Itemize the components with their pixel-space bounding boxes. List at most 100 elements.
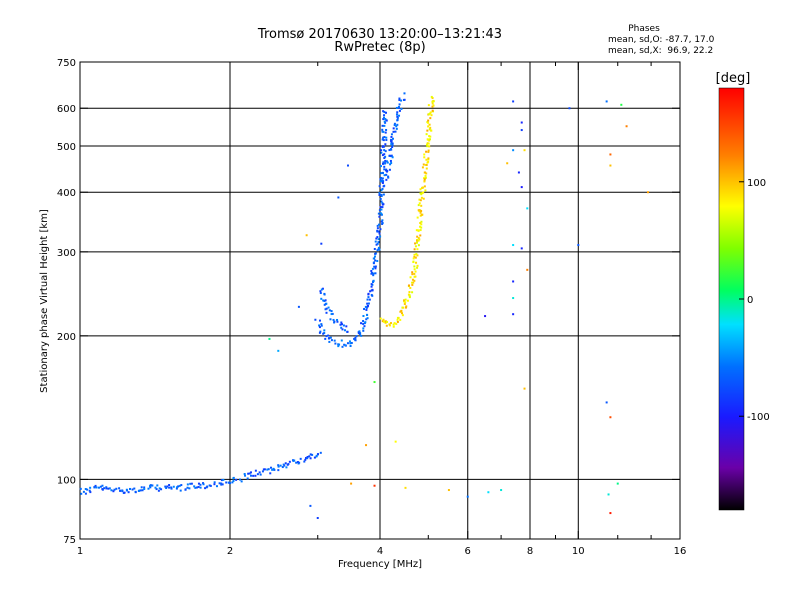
- trace-point: [374, 240, 377, 243]
- trace-point: [385, 119, 388, 122]
- trace-point: [213, 483, 216, 486]
- trace-point: [325, 307, 328, 310]
- echo-point: [609, 512, 612, 515]
- trace-point: [112, 490, 115, 493]
- trace-point: [388, 168, 391, 171]
- trace-point: [425, 167, 428, 170]
- trace-point: [320, 323, 323, 326]
- trace-point: [220, 479, 223, 482]
- trace-point: [366, 313, 369, 316]
- trace-point: [426, 138, 429, 141]
- trace-point: [158, 487, 161, 490]
- trace-point: [389, 159, 392, 162]
- trace-point: [320, 297, 323, 300]
- trace-point: [376, 236, 379, 239]
- trace-point: [388, 154, 391, 157]
- echo-point: [512, 149, 515, 152]
- trace-point: [320, 324, 323, 327]
- colorbar-tick-label: 100: [747, 178, 766, 189]
- trace-point: [378, 248, 381, 251]
- trace-point: [309, 453, 312, 456]
- trace-point: [411, 271, 414, 274]
- trace-point: [95, 486, 98, 489]
- trace-point: [360, 322, 363, 325]
- trace-point: [417, 209, 420, 212]
- trace-point: [384, 131, 387, 134]
- trace-point: [317, 453, 320, 456]
- trace-point: [337, 345, 340, 348]
- echo-point: [523, 149, 526, 152]
- trace-point: [325, 335, 328, 338]
- trace-point: [419, 225, 422, 228]
- trace-point: [138, 489, 141, 492]
- trace-point: [396, 111, 399, 114]
- echo-point: [320, 242, 323, 245]
- trace-point: [416, 264, 419, 267]
- trace-point: [420, 223, 423, 226]
- trace-point: [383, 162, 386, 165]
- trace-point: [415, 261, 418, 264]
- trace-point: [221, 483, 224, 486]
- trace-point: [376, 249, 379, 252]
- echo-point: [517, 171, 520, 174]
- trace-point: [392, 323, 395, 326]
- echo-point: [512, 280, 515, 283]
- trace-point: [376, 227, 379, 230]
- trace-point: [154, 486, 157, 489]
- trace-point: [411, 283, 414, 286]
- trace-point: [383, 165, 386, 168]
- trace-point: [133, 487, 136, 490]
- trace-point: [382, 139, 385, 142]
- trace-point: [432, 104, 435, 107]
- trace-point: [405, 305, 408, 308]
- trace-point: [372, 272, 375, 275]
- trace-point: [367, 292, 370, 295]
- x-tick-label: 6: [465, 546, 471, 557]
- x-tick-label: 16: [674, 546, 687, 557]
- trace-point: [319, 330, 322, 333]
- trace-point: [277, 465, 280, 468]
- trace-point: [176, 486, 179, 489]
- trace-point: [319, 290, 322, 293]
- trace-point: [362, 320, 365, 323]
- trace-point: [250, 474, 253, 477]
- trace-point: [431, 96, 434, 99]
- trace-point: [383, 156, 386, 159]
- trace-point: [269, 472, 272, 475]
- trace-point: [186, 483, 189, 486]
- trace-point: [244, 474, 247, 477]
- trace-point: [419, 188, 422, 191]
- trace-point: [382, 116, 385, 119]
- trace-point: [382, 180, 385, 183]
- trace-point: [399, 318, 402, 321]
- trace-point: [372, 279, 375, 282]
- echo-point: [512, 100, 515, 103]
- trace-point: [390, 154, 393, 157]
- trace-point: [354, 339, 357, 342]
- trace-point: [319, 451, 322, 454]
- trace-point: [423, 153, 426, 156]
- trace-point: [367, 296, 370, 299]
- trace-point: [432, 100, 435, 103]
- trace-point: [424, 174, 427, 177]
- trace-point: [372, 261, 375, 264]
- trace-point: [418, 198, 421, 201]
- y-tick-label: 100: [57, 475, 76, 486]
- trace-point: [395, 127, 398, 130]
- trace-point: [419, 229, 422, 232]
- trace-point: [376, 260, 379, 263]
- trace-point: [385, 138, 388, 141]
- trace-point: [228, 481, 231, 484]
- trace-point: [89, 491, 92, 494]
- trace-point: [417, 244, 420, 247]
- colorbar-tick-label: 0: [747, 295, 753, 306]
- trace-point: [431, 109, 434, 112]
- trace-point: [413, 253, 416, 256]
- trace-point: [258, 471, 261, 474]
- trace-point: [381, 124, 384, 127]
- trace-point: [412, 257, 415, 260]
- trace-point: [371, 281, 374, 284]
- trace-point: [380, 189, 383, 192]
- trace-point: [419, 199, 422, 202]
- trace-point: [254, 469, 257, 472]
